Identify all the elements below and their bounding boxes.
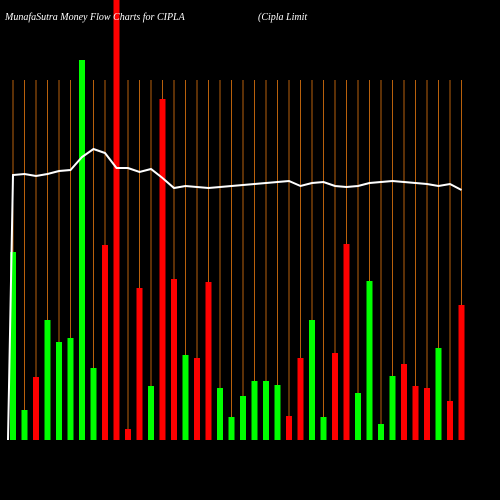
bar (10, 252, 16, 440)
bar (435, 348, 442, 440)
bar (389, 376, 396, 440)
bar (240, 396, 246, 440)
bar (332, 353, 338, 440)
bar (309, 320, 315, 440)
bar (182, 355, 189, 440)
bar (412, 386, 419, 440)
bar (217, 388, 223, 440)
bar (366, 281, 373, 440)
chart-subtitle: (Cipla Limit (258, 12, 307, 23)
bar (286, 416, 292, 440)
bar (320, 417, 327, 440)
bar (401, 364, 407, 440)
bar (205, 282, 212, 440)
bar (102, 245, 108, 440)
bar (194, 358, 200, 440)
bar (136, 288, 143, 440)
bar (90, 368, 97, 440)
chart-title: MunafaSutra Money Flow Charts for CIPLA (4, 12, 186, 23)
bar (44, 320, 51, 440)
bar (159, 99, 166, 440)
bar (21, 410, 28, 440)
bar (274, 385, 281, 440)
bar (125, 429, 131, 440)
bar (251, 381, 258, 440)
bar (297, 358, 304, 440)
bar (343, 244, 350, 440)
bar (67, 338, 74, 440)
bar (79, 60, 85, 440)
bar (33, 377, 39, 440)
price-line (7, 147, 462, 441)
bar (447, 401, 453, 440)
bar (263, 381, 269, 440)
bar (171, 279, 177, 440)
bar (148, 386, 154, 440)
bar (458, 305, 465, 440)
bars (10, 0, 465, 440)
bar (424, 388, 430, 440)
bar (378, 424, 384, 440)
bar (56, 342, 62, 440)
bar (355, 393, 361, 440)
bar (113, 0, 120, 440)
bar (228, 417, 235, 440)
